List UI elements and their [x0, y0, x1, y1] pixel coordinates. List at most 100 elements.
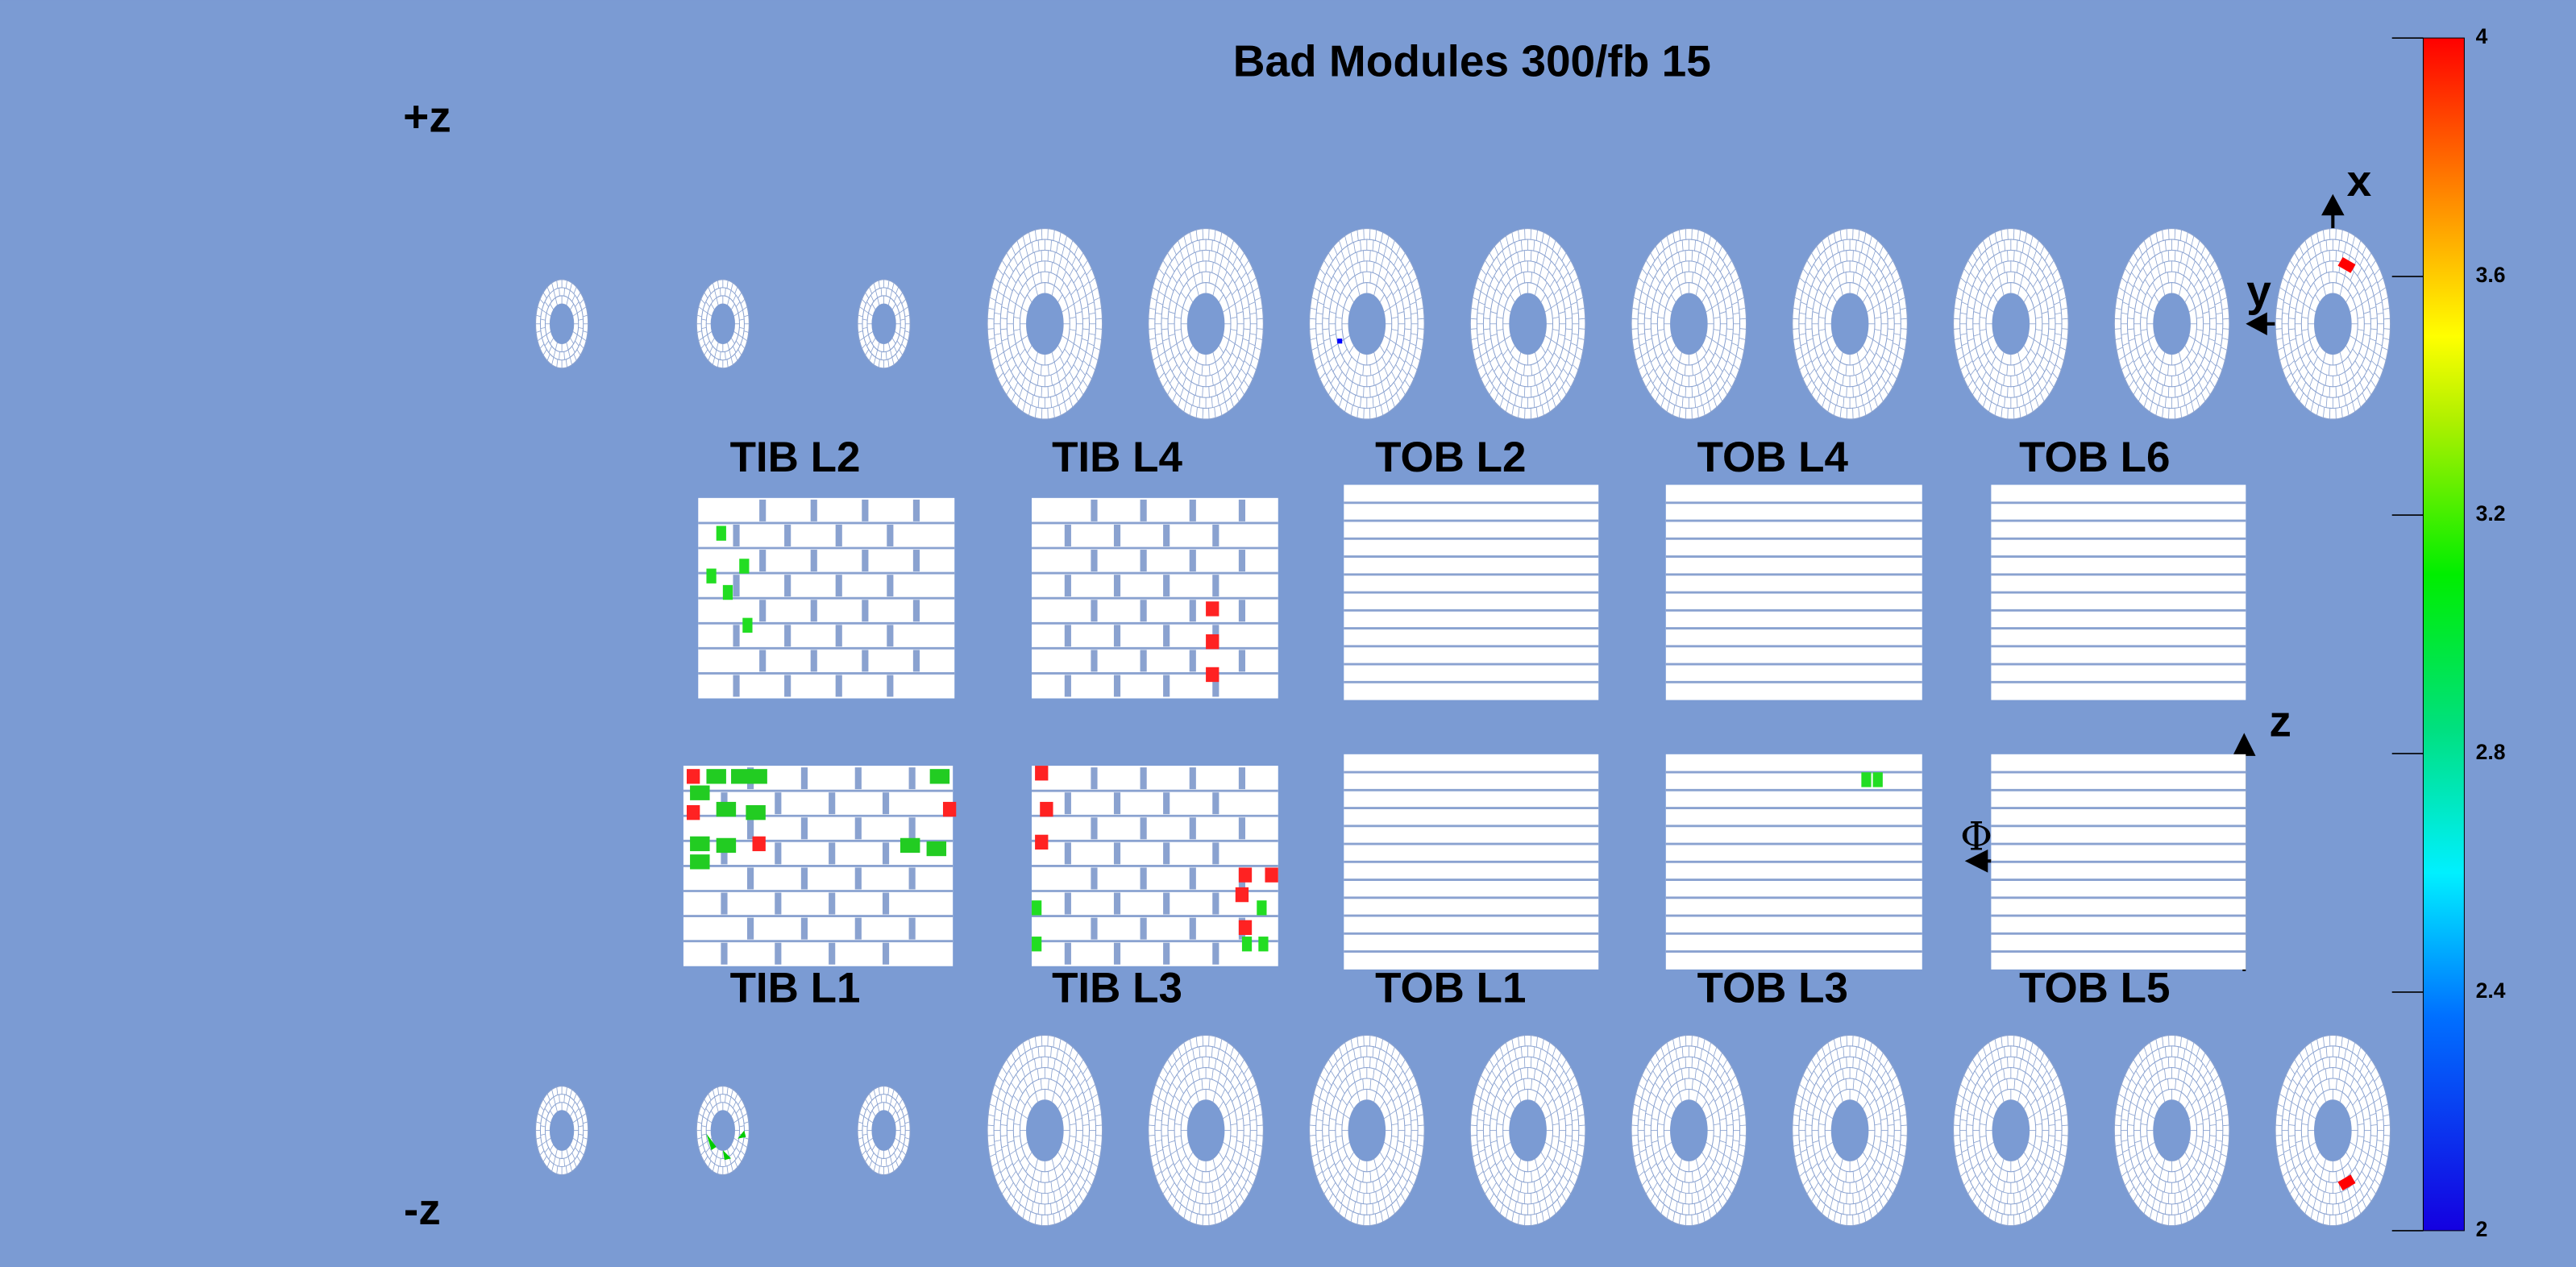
- disk-module-edge: [555, 1149, 558, 1157]
- module-gap: [1091, 917, 1098, 940]
- disk-module-edge: [1188, 255, 1192, 266]
- disk-module-edge: [2149, 1208, 2153, 1219]
- disk-module-edge: [717, 1086, 720, 1095]
- module-gap: [1238, 817, 1246, 840]
- disk-module-edge: [1353, 1201, 1356, 1212]
- disk-module-edge: [1172, 1052, 1177, 1062]
- disk-module-edge: [1357, 1092, 1361, 1103]
- disk-module-edge: [1806, 1144, 1814, 1149]
- disk-module-edge: [2121, 312, 2128, 315]
- disk-module-edge: [1053, 384, 1056, 396]
- disk-module-edge: [1866, 392, 1870, 402]
- disk-ring: [866, 295, 901, 353]
- bad-module: [686, 804, 700, 820]
- disk-module-edge: [989, 1153, 996, 1157]
- disk-module-edge: [2114, 1124, 2121, 1127]
- disk-module-edge: [1343, 1067, 1348, 1078]
- disk-module-edge: [551, 357, 555, 365]
- module-gap: [882, 842, 890, 865]
- disk-module-edge: [714, 290, 717, 298]
- disk-module-edge: [1974, 1070, 1980, 1079]
- disk-module-edge: [887, 280, 890, 289]
- disk-module-edge: [2039, 364, 2046, 372]
- disk-module-edge: [2024, 1038, 2027, 1049]
- disk-module-edge: [1544, 334, 1552, 340]
- disk-module-edge: [2180, 384, 2183, 396]
- disk-module-edge: [1484, 1112, 1491, 1116]
- disk-module-edge: [1818, 382, 1823, 392]
- disk-module-edge: [2376, 1140, 2384, 1142]
- disk-module-edge: [2116, 1153, 2123, 1157]
- disk-module-edge: [1171, 276, 1178, 284]
- disk-module-edge: [1731, 301, 1739, 305]
- disk-module-edge: [1963, 1098, 1971, 1103]
- disk-module-edge: [2188, 367, 2194, 376]
- disk-module-edge: [1494, 1082, 1500, 1090]
- disk-module-edge: [1666, 1208, 1670, 1219]
- disk-module-edge: [2214, 1149, 2221, 1153]
- disk-module-edge: [1158, 372, 1165, 380]
- disk-module-edge: [1836, 242, 1839, 253]
- disk: [1792, 1034, 1909, 1227]
- disk-module-edge: [1979, 289, 1985, 296]
- disk-module-edge: [2362, 1106, 2369, 1111]
- disk-module-edge: [1647, 347, 1655, 353]
- disk-module-edge: [2122, 1108, 2129, 1112]
- disk-module-edge: [2023, 1101, 2030, 1110]
- disk-module-edge: [1066, 387, 1071, 397]
- disk-module-edge: [2320, 1082, 2324, 1093]
- disk-module-edge: [2127, 328, 2134, 330]
- disk-module-edge: [1066, 1057, 1071, 1067]
- disk-module-edge: [1074, 1052, 1078, 1062]
- disk-module-edge: [569, 282, 572, 291]
- disk-module-edge: [1319, 291, 1327, 297]
- disk-module-edge: [2001, 351, 2005, 363]
- disk-module-edge: [2304, 1046, 2309, 1057]
- disk-module-edge: [2017, 285, 2021, 296]
- disk-module-edge: [1893, 312, 1901, 315]
- module-gap: [733, 524, 740, 546]
- disk-module-edge: [1652, 1140, 1659, 1144]
- disk-module-edge: [1180, 1155, 1186, 1163]
- disk-module-edge: [1016, 397, 1021, 408]
- disk-module-edge: [1415, 1103, 1423, 1107]
- disk-module-edge: [2152, 356, 2158, 366]
- disk-module-edge: [1559, 1070, 1564, 1079]
- disk-module-edge: [1323, 1112, 1331, 1116]
- disk-module-edge: [1691, 386, 1693, 397]
- disk-module-edge: [1071, 1063, 1077, 1073]
- disk-module-edge: [2001, 230, 2003, 241]
- disk-module-edge: [726, 1086, 729, 1095]
- disk-module-edge: [2289, 380, 2296, 388]
- disk-module-edge: [1352, 1072, 1356, 1082]
- disk-module-edge: [2354, 1167, 2360, 1175]
- disk-module-edge: [2030, 1208, 2034, 1219]
- disk-module-edge: [1818, 1159, 1824, 1166]
- disk-module-edge: [2352, 235, 2356, 247]
- disk-module-edge: [1818, 289, 1824, 296]
- disk-module-edge: [1389, 1194, 1393, 1204]
- disk-module-edge: [1397, 311, 1405, 314]
- disk-module-edge: [1180, 348, 1186, 356]
- disk-module-edge: [1730, 1158, 1737, 1164]
- disk-module-edge: [1149, 1144, 1156, 1147]
- disk-module-edge: [1706, 334, 1713, 340]
- disk-module-edge: [1016, 1046, 1021, 1057]
- disk-module-edge: [1359, 1181, 1361, 1193]
- disk-module-edge: [1021, 1183, 1026, 1194]
- disk-module-edge: [1390, 303, 1397, 309]
- disk-module-edge: [1195, 384, 1198, 396]
- disk-module-edge: [2164, 239, 2167, 251]
- disk-module-edge: [1700, 1072, 1704, 1082]
- module-gap: [912, 650, 920, 672]
- disk-module-edge: [1954, 1144, 1961, 1147]
- disk-module-edge: [2363, 1140, 2370, 1144]
- disk-module-edge: [1174, 352, 1180, 359]
- disk-module-edge: [1994, 1211, 1997, 1223]
- disk-module-edge: [2301, 382, 2307, 392]
- disk-module-edge: [1474, 1093, 1481, 1099]
- disk-module-edge: [1156, 1149, 1163, 1153]
- disk-module-edge: [2291, 295, 2299, 301]
- disk-module-edge: [2357, 397, 2362, 408]
- disk-module-edge: [1984, 279, 1989, 288]
